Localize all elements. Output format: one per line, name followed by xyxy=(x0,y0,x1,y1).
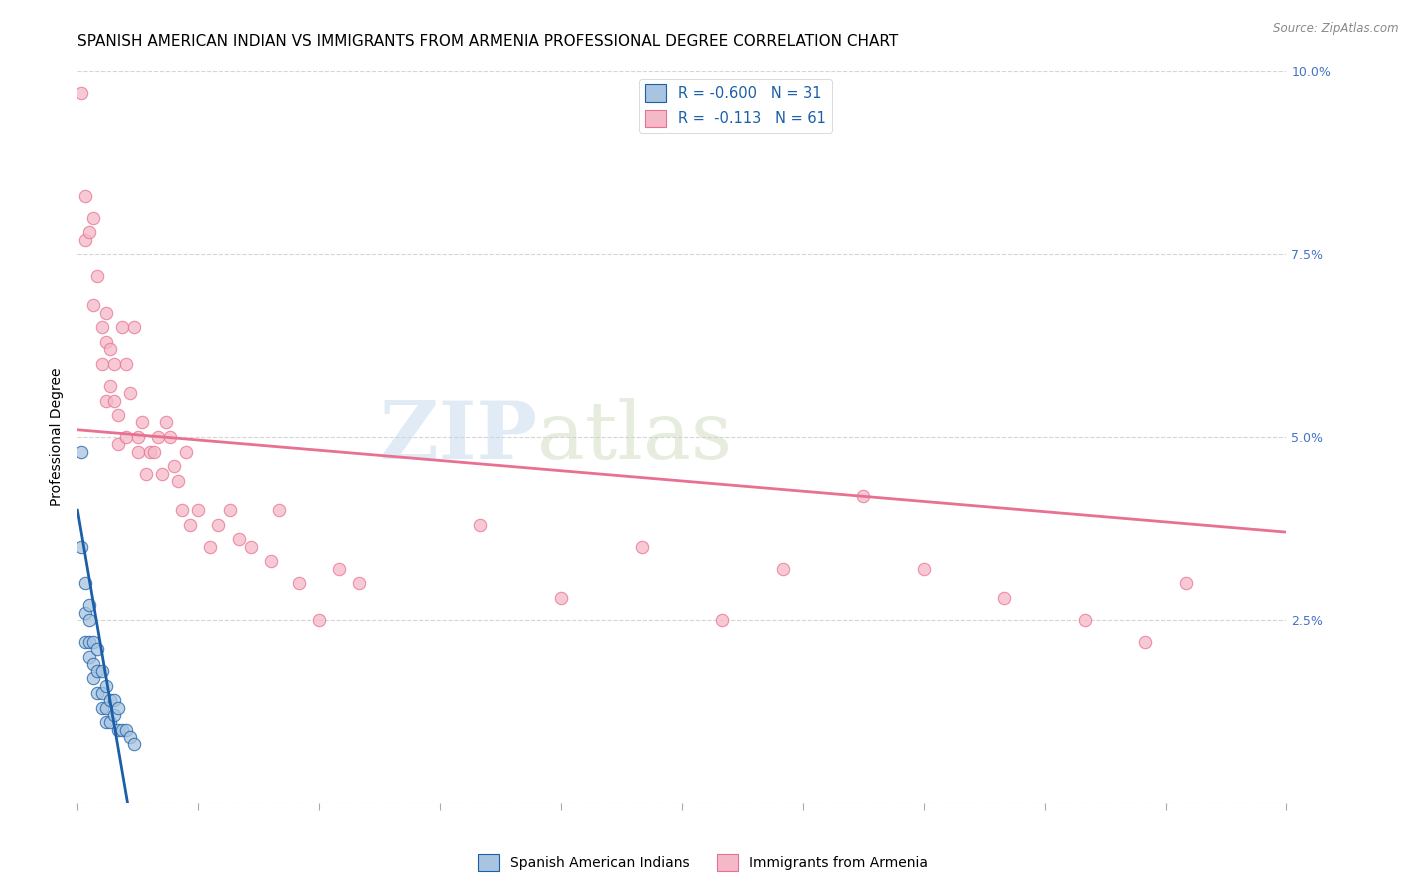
Point xyxy=(200,540,222,554)
Point xyxy=(98,343,121,357)
Point xyxy=(94,715,117,730)
Point xyxy=(172,503,194,517)
Point xyxy=(630,540,652,554)
Point xyxy=(852,489,875,503)
Point xyxy=(127,444,149,458)
Point xyxy=(150,467,173,481)
Point xyxy=(79,613,101,627)
Point xyxy=(470,517,492,532)
Point xyxy=(179,517,201,532)
Point xyxy=(772,562,794,576)
Point xyxy=(75,606,97,620)
Point xyxy=(75,635,97,649)
Point xyxy=(79,225,101,239)
Point xyxy=(94,393,117,408)
Point xyxy=(103,693,125,707)
Point xyxy=(131,416,153,430)
Point xyxy=(139,444,162,458)
Point xyxy=(86,686,108,700)
Point xyxy=(308,613,330,627)
Point xyxy=(103,357,125,371)
Point xyxy=(107,408,129,422)
Point xyxy=(70,444,93,458)
Point xyxy=(349,576,371,591)
Point xyxy=(90,357,112,371)
Point xyxy=(159,430,181,444)
Point xyxy=(127,430,149,444)
Point xyxy=(98,379,121,393)
Point xyxy=(70,87,93,101)
Point xyxy=(107,723,129,737)
Point xyxy=(98,715,121,730)
Point xyxy=(75,576,97,591)
Point xyxy=(82,657,104,671)
Text: ZIP: ZIP xyxy=(380,398,537,476)
Point xyxy=(75,233,97,247)
Point xyxy=(79,635,101,649)
Point xyxy=(94,700,117,714)
Point xyxy=(94,306,117,320)
Point xyxy=(90,320,112,334)
Legend: Spanish American Indians, Immigrants from Armenia: Spanish American Indians, Immigrants fro… xyxy=(472,848,934,876)
Point xyxy=(114,723,136,737)
Point xyxy=(993,591,1015,605)
Point xyxy=(1135,635,1157,649)
Text: Source: ZipAtlas.com: Source: ZipAtlas.com xyxy=(1274,22,1399,36)
Point xyxy=(111,723,134,737)
Point xyxy=(219,503,242,517)
Point xyxy=(94,679,117,693)
Point xyxy=(288,576,311,591)
Point xyxy=(187,503,209,517)
Point xyxy=(122,737,145,751)
Point xyxy=(118,730,141,744)
Point xyxy=(107,437,129,451)
Point xyxy=(103,393,125,408)
Point xyxy=(174,444,197,458)
Point xyxy=(207,517,229,532)
Point xyxy=(267,503,290,517)
Point xyxy=(82,672,104,686)
Point xyxy=(79,649,101,664)
Point xyxy=(107,700,129,714)
Point xyxy=(1074,613,1097,627)
Point xyxy=(70,540,93,554)
Point xyxy=(239,540,262,554)
Legend: R = -0.600   N = 31, R =  -0.113   N = 61: R = -0.600 N = 31, R = -0.113 N = 61 xyxy=(638,78,832,133)
Point xyxy=(167,474,190,488)
Point xyxy=(90,686,112,700)
Point xyxy=(550,591,572,605)
Y-axis label: Professional Degree: Professional Degree xyxy=(51,368,65,507)
Point xyxy=(142,444,165,458)
Point xyxy=(103,708,125,723)
Point xyxy=(118,386,141,401)
Point xyxy=(82,298,104,312)
Point xyxy=(146,430,169,444)
Point xyxy=(912,562,935,576)
Point xyxy=(90,700,112,714)
Point xyxy=(228,533,250,547)
Point xyxy=(98,693,121,707)
Point xyxy=(86,664,108,678)
Point xyxy=(114,357,136,371)
Point xyxy=(90,664,112,678)
Point xyxy=(82,211,104,225)
Point xyxy=(82,635,104,649)
Point xyxy=(260,554,283,568)
Point xyxy=(1174,576,1197,591)
Point xyxy=(111,320,134,334)
Point xyxy=(163,459,186,474)
Point xyxy=(155,416,177,430)
Point xyxy=(122,320,145,334)
Text: atlas: atlas xyxy=(537,398,733,476)
Point xyxy=(328,562,350,576)
Text: SPANISH AMERICAN INDIAN VS IMMIGRANTS FROM ARMENIA PROFESSIONAL DEGREE CORRELATI: SPANISH AMERICAN INDIAN VS IMMIGRANTS FR… xyxy=(77,34,898,49)
Point xyxy=(86,269,108,284)
Point xyxy=(135,467,157,481)
Point xyxy=(94,334,117,349)
Point xyxy=(79,599,101,613)
Point xyxy=(75,188,97,202)
Point xyxy=(711,613,734,627)
Point xyxy=(114,430,136,444)
Point xyxy=(86,642,108,657)
